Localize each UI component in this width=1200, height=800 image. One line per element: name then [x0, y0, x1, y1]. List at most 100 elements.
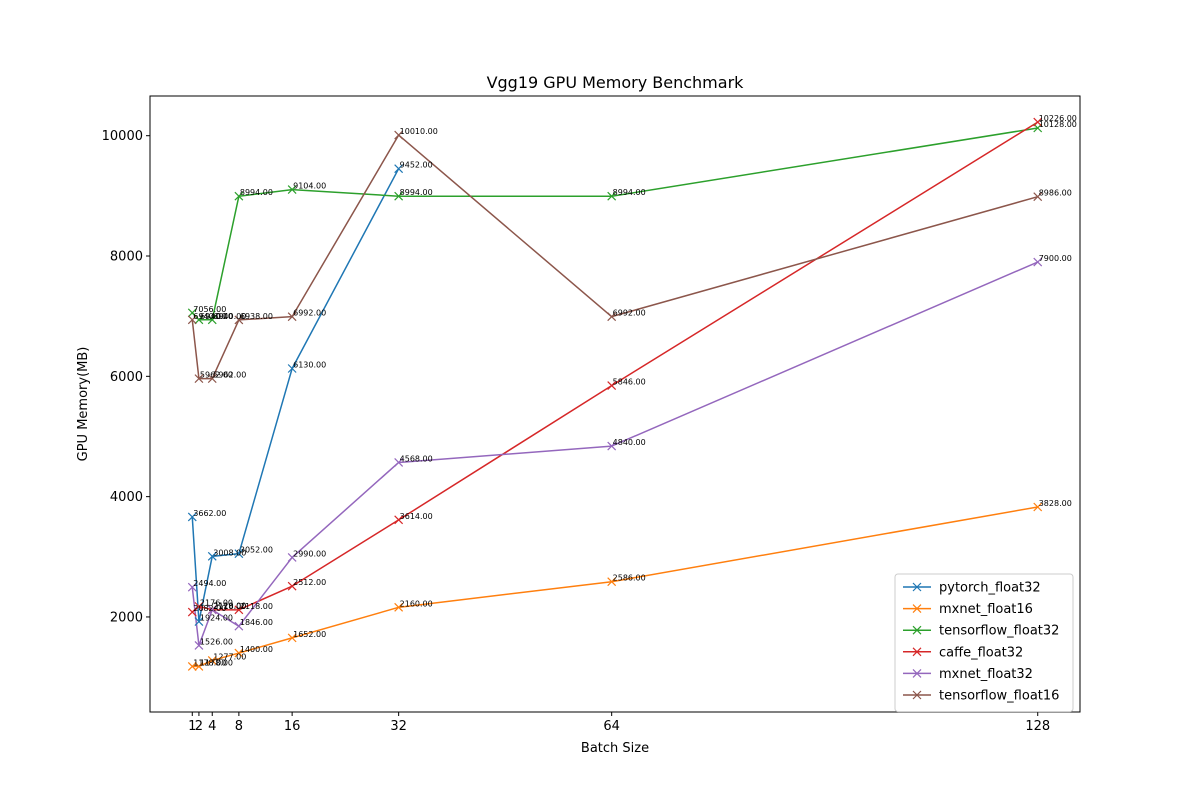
data-point-mxnet-float16 [287, 633, 297, 643]
series-line-mxnet-float32 [191, 261, 1039, 647]
x-tick-label: 2 [195, 719, 203, 734]
data-point-mxnet-float32 [187, 582, 197, 592]
data-label: 8994.00 [240, 188, 273, 197]
data-point-caffe-float32 [234, 605, 244, 615]
data-point-caffe-float32 [287, 581, 297, 591]
data-label: 3828.00 [1039, 499, 1072, 508]
data-point-mxnet-float16 [607, 577, 617, 587]
data-label: 6940.00 [213, 312, 246, 321]
data-point-tensorflow-float32 [394, 191, 404, 201]
data-point-mxnet-float32 [394, 458, 404, 467]
data-label: 2512.00 [293, 578, 326, 587]
legend-marker-mxnet-float32 [912, 668, 922, 678]
data-label: 2120.00 [213, 602, 246, 611]
data-point-caffe-float32 [394, 515, 404, 525]
data-point-tensorflow-float32 [234, 191, 244, 201]
data-label: 6130.00 [293, 361, 326, 370]
data-label: 3662.00 [193, 509, 226, 518]
data-point-mxnet-float32 [287, 552, 297, 562]
data-label: 7056.00 [193, 305, 226, 314]
data-label: 6940.00 [193, 312, 226, 321]
data-point-tensorflow-float16 [394, 130, 404, 140]
data-point-mxnet-float16 [207, 656, 217, 665]
data-point-tensorflow-float16 [287, 312, 297, 322]
data-point-pytorch-float32 [194, 617, 204, 626]
data-label: 6992.00 [613, 309, 646, 318]
data-point-pytorch-float32 [187, 512, 197, 522]
data-point-tensorflow-float16 [1033, 192, 1043, 202]
data-label: 6992.00 [293, 309, 326, 318]
y-axis-ticks: 2000 4000 6000 8000 10000 [102, 129, 150, 625]
plot-frame [149, 95, 1081, 713]
data-point-tensorflow-float16 [207, 374, 217, 384]
data-label: 10010.00 [400, 127, 438, 136]
data-label: 2160.00 [400, 599, 433, 608]
data-point-tensorflow-float32 [207, 315, 217, 325]
data-label: 9104.00 [293, 182, 326, 191]
x-axis-label: Batch Size [581, 741, 649, 756]
data-label: 1178.00 [200, 658, 233, 667]
legend-marker-caffe-float32 [912, 647, 922, 657]
data-label: 6938.00 [240, 312, 273, 321]
x-tick-label: 4 [208, 719, 216, 734]
series-line-tensorflow-float16 [191, 134, 1038, 380]
data-label: 6940.00 [200, 312, 233, 321]
data-point-caffe-float32 [187, 607, 197, 617]
y-tick-label: 6000 [110, 370, 143, 385]
legend-marker-pytorch-float32 [912, 582, 922, 592]
x-tick-label: 1 [188, 719, 196, 734]
y-axis-label: GPU Memory(MB) [76, 347, 91, 462]
data-point-mxnet-float16 [1033, 502, 1043, 512]
legend-marker-tensorflow-float32 [912, 625, 922, 635]
data-point-pytorch-float32 [287, 364, 297, 373]
chart-title: Vgg19 GPU Memory Benchmark [487, 73, 745, 92]
data-point-mxnet-float32 [207, 605, 217, 615]
data-label: 8986.00 [1039, 189, 1072, 198]
data-label: 3614.00 [400, 512, 433, 521]
data-point-tensorflow-float16 [194, 374, 204, 384]
data-label: 1277.00 [213, 652, 246, 661]
y-tick-label: 4000 [110, 490, 143, 505]
legend-marker-tensorflow-float16 [912, 690, 922, 700]
data-point-caffe-float32 [1033, 117, 1043, 127]
data-point-tensorflow-float32 [607, 191, 617, 201]
data-label: 9452.00 [400, 161, 433, 170]
data-label: 2176.00 [200, 598, 233, 607]
legend-label-tensorflow-float32: tensorflow_float32 [939, 624, 1059, 639]
data-point-caffe-float32 [194, 601, 204, 611]
data-point-pytorch-float32 [207, 551, 217, 561]
x-tick-label: 64 [603, 719, 620, 734]
x-tick-label: 16 [284, 719, 301, 734]
data-label: 2118.00 [240, 602, 273, 611]
legend-label-mxnet-float16: mxnet_float16 [939, 602, 1033, 617]
data-point-tensorflow-float32 [194, 315, 204, 325]
data-point-mxnet-float16 [394, 602, 404, 612]
data-point-tensorflow-float32 [287, 185, 297, 195]
series-line-mxnet-float16 [192, 506, 1038, 668]
data-label: 3008.00 [213, 548, 246, 557]
data-label: 1652.00 [293, 630, 326, 639]
legend-label-pytorch-float32: pytorch_float32 [939, 581, 1041, 596]
legend-label-caffe-float32: caffe_float32 [939, 645, 1023, 660]
data-label: 10226.00 [1039, 114, 1077, 123]
legend: pytorch_float32 mxnet_float16 tensorflow_f… [894, 573, 1074, 713]
data-point-tensorflow-float16 [234, 315, 244, 325]
data-point-tensorflow-float32 [187, 308, 197, 318]
data-label: 1526.00 [200, 637, 233, 646]
x-tick-label: 128 [1025, 719, 1050, 734]
series-lines [191, 121, 1039, 668]
data-label: 5846.00 [613, 378, 646, 387]
y-tick-label: 10000 [102, 129, 143, 144]
data-label: 2118.00 [213, 602, 246, 611]
data-point-tensorflow-float16 [607, 312, 617, 322]
data-label: 10128.00 [1039, 120, 1077, 129]
data-label: 8994.00 [613, 188, 646, 197]
data-point-tensorflow-float16 [187, 315, 197, 325]
data-point-caffe-float32 [607, 381, 617, 391]
data-label: 7900.00 [1039, 254, 1072, 263]
data-label: 8994.00 [400, 188, 433, 197]
series-line-caffe-float32 [191, 121, 1039, 613]
y-tick-label: 8000 [110, 250, 143, 265]
series-markers [187, 117, 1043, 671]
data-point-mxnet-float32 [607, 441, 617, 451]
